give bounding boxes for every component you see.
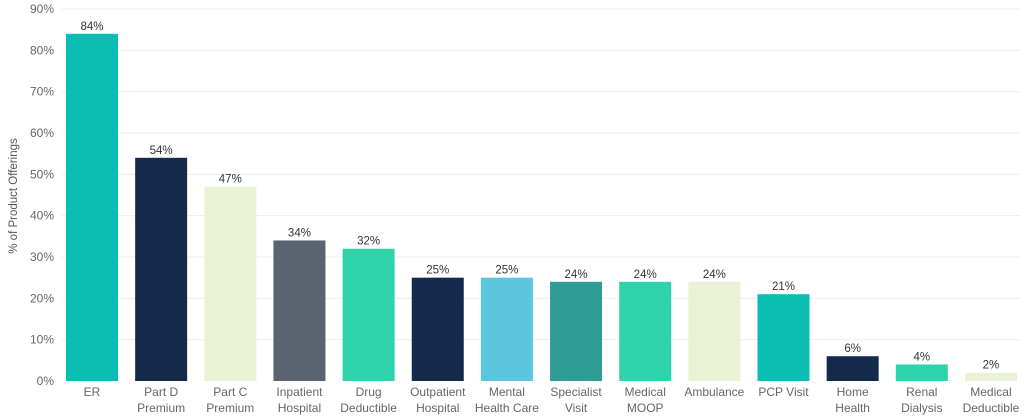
data-label: 84% xyxy=(80,21,103,33)
x-tick-label: Drug Deductible xyxy=(340,385,397,415)
bar xyxy=(964,372,1017,381)
y-tick-label: 60% xyxy=(30,126,54,140)
y-tick-label: 20% xyxy=(30,291,54,305)
y-tick-label: 70% xyxy=(30,85,54,99)
data-label: 34% xyxy=(288,227,311,239)
data-label: 21% xyxy=(772,281,795,293)
bar xyxy=(135,157,188,381)
data-label: 6% xyxy=(844,343,861,355)
y-axis-ticks: 0% 10% 20% 30% 40% 50% 60% 70% 80% 90% xyxy=(30,2,54,388)
bars xyxy=(66,33,1017,382)
x-tick-label: Renal Dialysis xyxy=(901,385,942,415)
x-tick-label: PCP Visit xyxy=(758,385,809,399)
y-tick-label: 10% xyxy=(30,333,54,347)
data-labels: 84% 54% 47% 34% 32% 25% 25% 24% 24% 24% 21% 6% 4% 2% xyxy=(80,21,999,372)
data-label: 2% xyxy=(983,360,1000,372)
x-tick-label: Mental Health Care xyxy=(475,385,539,415)
data-label: 54% xyxy=(150,145,173,157)
x-tick-label: Home Health xyxy=(835,385,870,415)
bar xyxy=(204,186,257,381)
data-label: 4% xyxy=(913,351,930,363)
bar xyxy=(688,281,741,381)
y-tick-label: 90% xyxy=(30,2,54,16)
x-tick-label: Medical Deductible xyxy=(963,385,1020,415)
data-label: 32% xyxy=(357,236,380,248)
x-tick-label: Inpatient Hospital xyxy=(276,385,323,415)
bar xyxy=(550,281,603,381)
x-tick-label: Part D Premium xyxy=(137,385,185,415)
data-label: 24% xyxy=(634,269,657,281)
x-tick-label: Part C Premium xyxy=(206,385,254,415)
x-tick-label: Medical MOOP xyxy=(625,385,666,415)
bar xyxy=(826,356,879,381)
data-label: 24% xyxy=(703,269,726,281)
bar xyxy=(273,240,326,381)
bar xyxy=(757,294,810,381)
y-tick-label: 30% xyxy=(30,250,54,264)
category-labels: ER Part D Premium Part C Premium Inpatient Hos… xyxy=(84,385,1020,415)
bar xyxy=(895,364,948,381)
y-tick-label: 0% xyxy=(37,374,55,388)
y-axis-title: % of Product Offerings xyxy=(8,138,20,254)
x-tick-label: Ambulance xyxy=(684,385,744,399)
data-label: 47% xyxy=(219,174,242,186)
bar xyxy=(411,277,464,381)
data-label: 25% xyxy=(426,265,449,277)
data-label: 25% xyxy=(495,265,518,277)
y-tick-label: 40% xyxy=(30,209,54,223)
bar xyxy=(66,33,118,382)
bar xyxy=(480,277,533,381)
bar xyxy=(342,248,395,381)
x-tick-label: ER xyxy=(84,385,101,399)
bar xyxy=(619,281,672,381)
y-tick-label: 80% xyxy=(30,43,54,57)
x-tick-label: Specialist Visit xyxy=(550,385,602,415)
y-tick-label: 50% xyxy=(30,167,54,181)
x-tick-label: Outpatient Hospital xyxy=(410,385,466,415)
data-label: 24% xyxy=(565,269,588,281)
